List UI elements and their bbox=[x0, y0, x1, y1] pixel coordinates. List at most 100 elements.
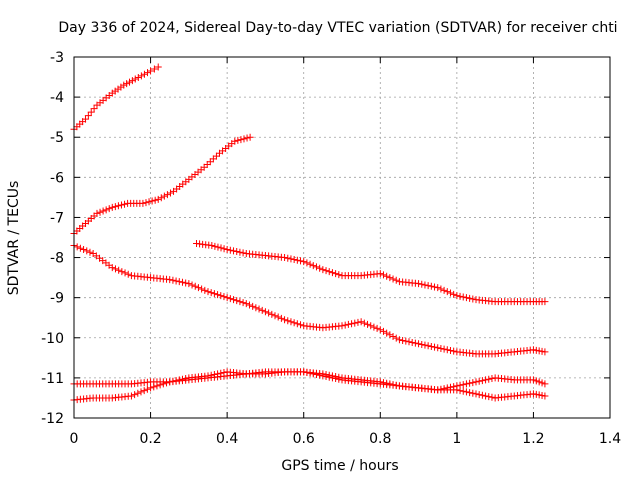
data-point bbox=[415, 280, 423, 288]
data-point bbox=[440, 345, 448, 353]
x-tick-label: 1.4 bbox=[599, 431, 621, 447]
data-point bbox=[344, 320, 352, 328]
data-point bbox=[376, 270, 384, 278]
data-point bbox=[223, 294, 231, 302]
data-point bbox=[239, 299, 247, 307]
data-point bbox=[532, 377, 540, 385]
data-point bbox=[354, 318, 362, 326]
data-point bbox=[160, 192, 168, 200]
data-point bbox=[153, 382, 161, 390]
data-point bbox=[220, 293, 228, 301]
data-point bbox=[150, 383, 158, 391]
data-point bbox=[319, 372, 327, 380]
data-point bbox=[303, 259, 311, 267]
data-point bbox=[469, 379, 477, 387]
data-point bbox=[117, 201, 125, 209]
data-point bbox=[351, 319, 359, 327]
data-point bbox=[541, 392, 549, 400]
data-point bbox=[535, 347, 543, 355]
data-point bbox=[529, 390, 537, 398]
data-point bbox=[421, 341, 429, 349]
data-point bbox=[482, 392, 490, 400]
data-point bbox=[208, 242, 216, 250]
data-point bbox=[466, 294, 474, 302]
data-point bbox=[535, 378, 543, 386]
data-point bbox=[284, 254, 292, 262]
y-tick-label: -5 bbox=[50, 130, 64, 146]
data-point bbox=[166, 189, 174, 197]
data-point bbox=[427, 282, 435, 290]
data-point bbox=[214, 243, 222, 251]
data-point bbox=[217, 244, 225, 252]
data-point bbox=[240, 135, 248, 143]
data-point bbox=[341, 321, 349, 329]
data-point bbox=[459, 381, 467, 389]
data-point bbox=[383, 272, 391, 280]
data-point bbox=[284, 317, 292, 325]
data-point bbox=[154, 195, 162, 203]
y-tick-label: -6 bbox=[50, 170, 64, 186]
data-point bbox=[456, 292, 464, 300]
data-point bbox=[538, 347, 546, 355]
data-point bbox=[147, 67, 155, 75]
data-point bbox=[482, 376, 490, 384]
data-point bbox=[142, 199, 150, 207]
data-point bbox=[114, 202, 122, 210]
data-point bbox=[93, 209, 101, 217]
data-point bbox=[392, 334, 400, 342]
data-point bbox=[478, 377, 486, 385]
x-tick-label: 0 bbox=[70, 431, 79, 447]
data-point bbox=[485, 393, 493, 401]
data-point bbox=[469, 389, 477, 397]
data-point bbox=[137, 72, 145, 80]
data-point bbox=[541, 348, 549, 356]
data-point bbox=[83, 247, 91, 255]
data-point bbox=[293, 320, 301, 328]
data-point bbox=[172, 377, 180, 385]
data-point bbox=[108, 264, 116, 272]
data-point bbox=[332, 375, 340, 383]
data-point bbox=[475, 377, 483, 385]
data-point bbox=[124, 270, 132, 278]
data-point bbox=[128, 77, 136, 85]
data-point bbox=[418, 280, 426, 288]
data-point bbox=[538, 391, 546, 399]
data-point bbox=[538, 379, 546, 387]
data-point bbox=[252, 304, 260, 312]
data-point bbox=[188, 281, 196, 289]
data-point bbox=[220, 245, 228, 253]
data-point bbox=[462, 294, 470, 302]
data-point bbox=[392, 276, 400, 284]
data-point bbox=[277, 314, 285, 322]
data-point bbox=[475, 391, 483, 399]
data-point bbox=[450, 290, 458, 298]
data-point bbox=[178, 278, 186, 286]
y-tick-label: -4 bbox=[50, 90, 64, 106]
data-point bbox=[379, 327, 387, 335]
data-point bbox=[427, 342, 435, 350]
data-point bbox=[242, 300, 250, 308]
data-point bbox=[182, 279, 190, 287]
data-point bbox=[207, 371, 215, 379]
data-point bbox=[134, 73, 142, 81]
plot-frame bbox=[73, 56, 611, 419]
data-point bbox=[214, 291, 222, 299]
data-point bbox=[440, 286, 448, 294]
data-point bbox=[335, 375, 343, 383]
data-point bbox=[207, 289, 215, 297]
data-point bbox=[265, 309, 273, 317]
data-point bbox=[437, 344, 445, 352]
series-arc-1 bbox=[70, 63, 162, 133]
data-point bbox=[466, 379, 474, 387]
data-point bbox=[233, 248, 241, 256]
data-point bbox=[121, 269, 129, 277]
data-point bbox=[210, 290, 218, 298]
data-point bbox=[127, 392, 135, 400]
data-points bbox=[70, 63, 549, 404]
data-point bbox=[172, 277, 180, 285]
data-point bbox=[453, 292, 461, 300]
data-point bbox=[154, 63, 162, 71]
data-point bbox=[134, 389, 142, 397]
data-point bbox=[246, 133, 254, 141]
data-point bbox=[185, 280, 193, 288]
